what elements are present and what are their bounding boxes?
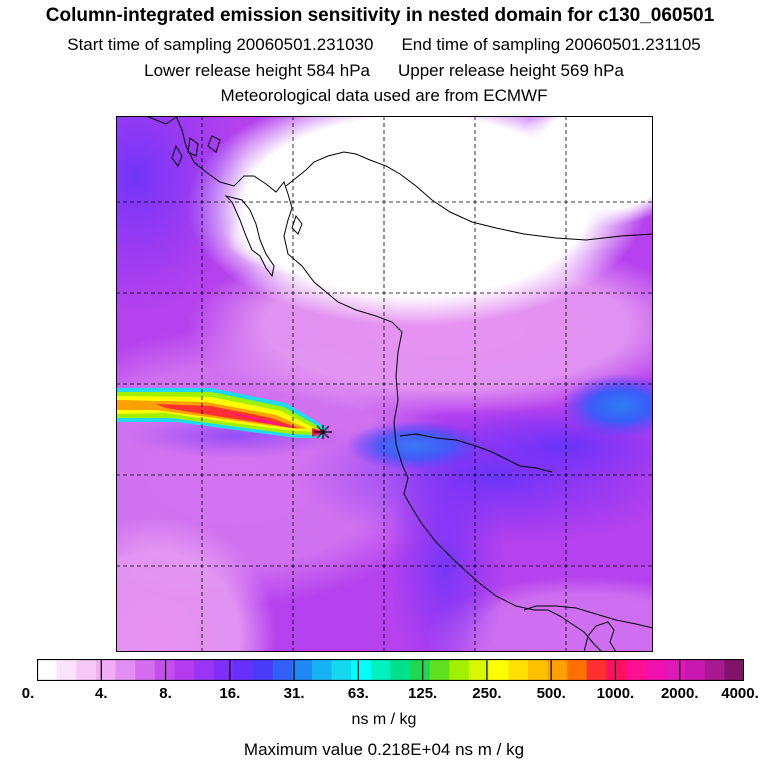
colorbar-tick-label: 125. (408, 685, 438, 702)
colorbar-swatch (645, 659, 666, 681)
colorbar-ticks: 0. 4. 8. 16. 31. 63. 125. 250. 500. 1000. 2000. 400… (0, 685, 768, 705)
colorbar-swatch (95, 659, 117, 681)
colorbar-swatch (233, 659, 254, 681)
colorbar-tick-label: 2000. (660, 685, 699, 702)
colorbar-tick-label: 31. (283, 685, 305, 702)
colorbar-tick-label: 250. (472, 685, 502, 702)
max-value-label: Maximum value 0.218E+04 ns m / kg (243, 740, 525, 759)
colorbar-swatch (429, 659, 450, 681)
colorbar-tick-label: 16. (219, 685, 241, 702)
colorbar-swatch (56, 659, 77, 681)
sensitivity-map (116, 116, 653, 652)
colorbar-swatch (724, 659, 744, 681)
colorbar-swatch (272, 659, 293, 681)
colorbar-tick-label: 0. (21, 685, 35, 702)
release-site-marker (314, 425, 332, 439)
colorbar-tick-label: 4000. (721, 685, 759, 702)
plot-title: Column-integrated emission sensitivity i… (45, 5, 715, 26)
colorbar-swatch (331, 659, 352, 681)
colorbar-swatch (488, 659, 509, 681)
colorbar-tick-label: 4. (95, 685, 108, 702)
colorbar-tick-label: 63. (347, 685, 369, 702)
colorbar-swatch (410, 659, 431, 681)
graticule (116, 116, 653, 652)
colorbar-swatch (469, 659, 490, 681)
colorbar-tick-label: 8. (159, 685, 172, 702)
colorbar-swatch (311, 659, 333, 681)
colorbar-tick-label: 1000. (596, 685, 635, 702)
sampling-times: Start time of sampling 20060501.231030 En… (0, 35, 768, 55)
colorbar-swatch (508, 659, 529, 681)
colorbar-swatch (547, 659, 568, 681)
colorbar-swatch (626, 659, 647, 681)
lower-release-label: Lower release height 584 hPa (144, 61, 370, 80)
colorbar-swatch (704, 659, 725, 681)
colorbar-swatch (685, 659, 706, 681)
colorbar-swatch (76, 659, 97, 681)
colorbar-swatch (292, 659, 313, 681)
colorbar-swatch (174, 659, 195, 681)
colorbar-swatch (213, 659, 234, 681)
coastline (145, 116, 653, 652)
colorbar-swatch (449, 659, 470, 681)
colorbar-swatch (390, 659, 411, 681)
colorbar-swatch (154, 659, 175, 681)
colorbar-swatch (115, 659, 136, 681)
colorbar-tick-label: 500. (536, 685, 566, 702)
colorbar (37, 659, 744, 681)
colorbar-swatch (606, 659, 627, 681)
colorbar-swatch (567, 659, 588, 681)
colorbar-swatch (527, 659, 549, 681)
colorbar-swatch (586, 659, 608, 681)
colorbar-units: ns m / kg (351, 711, 417, 728)
start-time-label: Start time of sampling 20060501.231030 (67, 35, 374, 54)
colorbar-swatch (665, 659, 686, 681)
end-time-label: End time of sampling 20060501.231105 (401, 35, 701, 54)
colorbar-swatch (194, 659, 215, 681)
release-heights: Lower release height 584 hPa Upper releas… (0, 61, 768, 81)
upper-release-label: Upper release height 569 hPa (398, 61, 624, 80)
colorbar-swatch (37, 659, 58, 681)
colorbar-swatch (135, 659, 156, 681)
colorbar-swatch (370, 659, 391, 681)
colorbar-swatch (351, 659, 372, 681)
met-data-label: Meteorological data used are from ECMWF (220, 86, 548, 105)
colorbar-swatch (253, 659, 274, 681)
